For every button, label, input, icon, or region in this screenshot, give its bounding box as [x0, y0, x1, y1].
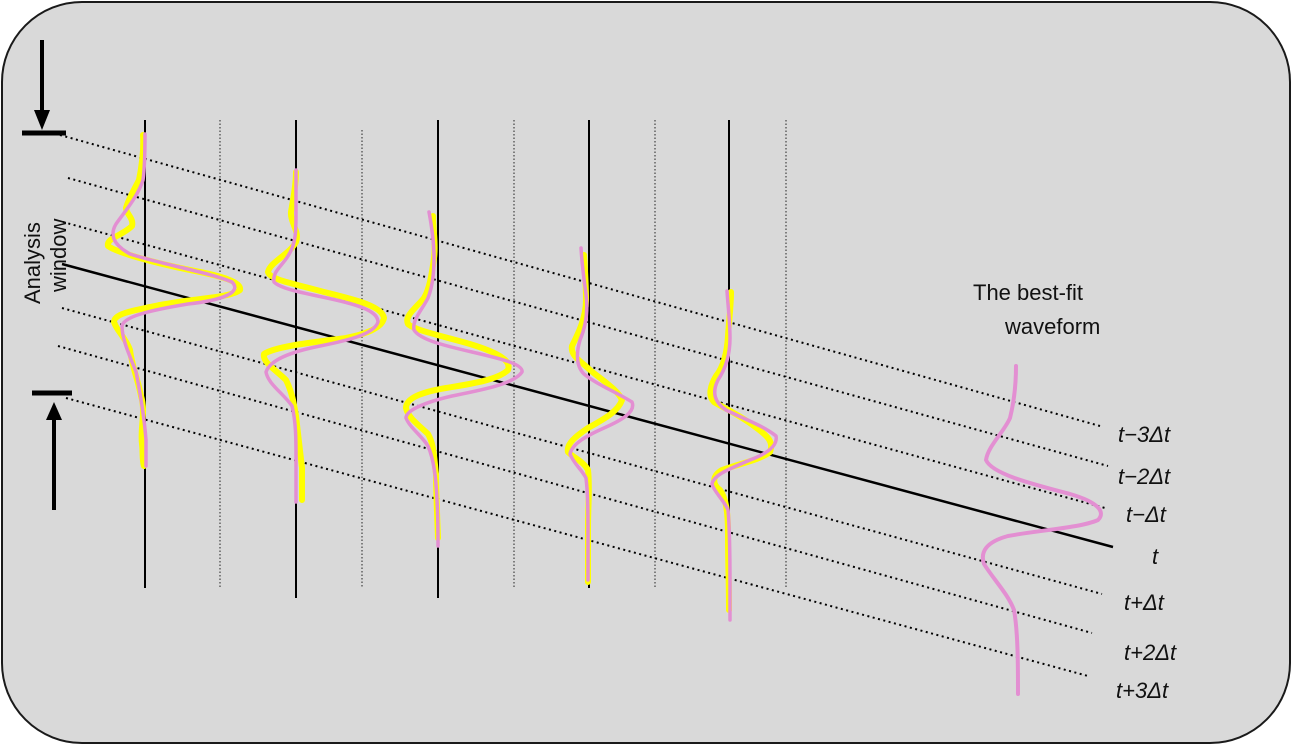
time-label-minus-2: t−2Δt	[1118, 464, 1171, 489]
time-line-center	[61, 262, 1114, 549]
observed-waveform-3	[403, 213, 512, 541]
intermediate-axes	[219, 120, 787, 588]
fitted-waveform-3	[404, 210, 524, 548]
time-label-plus-3: t+3Δt	[1116, 678, 1169, 703]
fitted-waveform-2	[264, 168, 380, 504]
time-label-plus-1: t+Δt	[1124, 590, 1165, 615]
time-label-minus-1: t−Δt	[1126, 502, 1167, 527]
best-fit-title-line2: waveform	[1004, 314, 1100, 339]
analysis-window-label: Analysis window	[20, 219, 71, 304]
analysis-window-markers	[22, 40, 72, 510]
down-arrow-icon	[34, 110, 50, 130]
fitted-waveforms	[111, 132, 778, 622]
fitted-waveform-4	[568, 246, 635, 582]
time-line-minus-3	[59, 134, 1101, 427]
best-fit-waveform	[980, 364, 1103, 696]
up-arrow-icon	[46, 402, 62, 420]
time-label-center: t	[1152, 544, 1159, 569]
fitted-waveform-5	[710, 289, 778, 622]
time-label-minus-3: t−3Δt	[1118, 422, 1171, 447]
time-line-minus-2	[67, 177, 1109, 467]
best-fit-title-line1: The best-fit	[973, 280, 1083, 305]
time-labels: t−3Δt t−2Δt t−Δt t t+Δt t+2Δt t+3Δt	[1116, 422, 1177, 703]
analysis-window-label-line1: Analysis	[20, 222, 45, 304]
time-line-plus-3	[65, 397, 1089, 677]
time-line-plus-1	[61, 307, 1103, 595]
analysis-window-label-line2: window	[46, 219, 71, 293]
fitted-waveform-1	[111, 132, 237, 468]
time-label-plus-2: t+2Δt	[1124, 640, 1177, 665]
